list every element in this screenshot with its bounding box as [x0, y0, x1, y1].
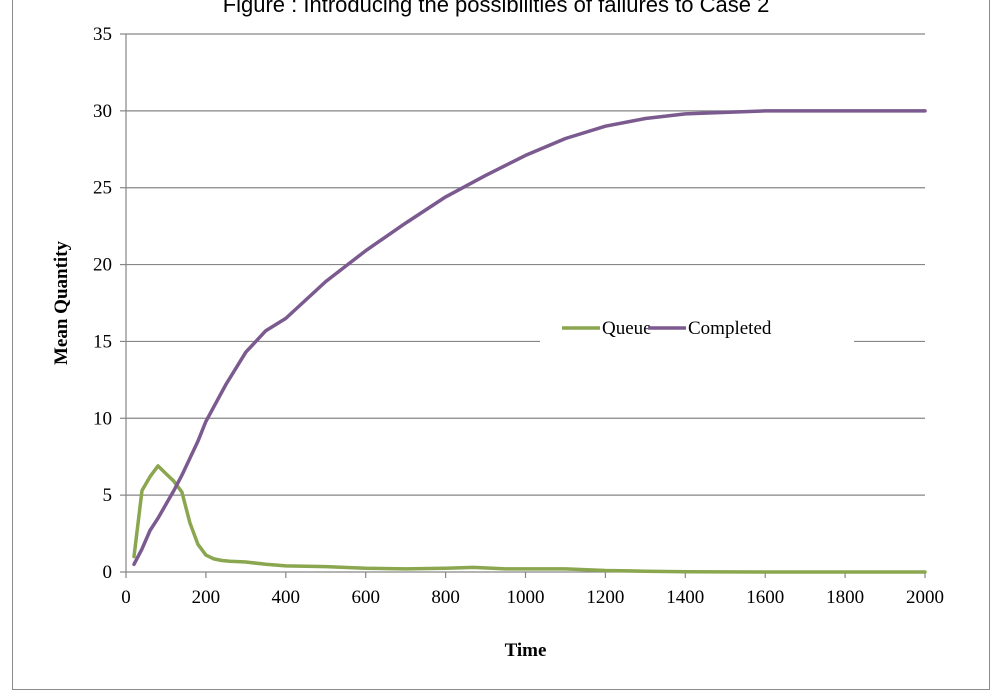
y-tick-label: 15 [93, 331, 112, 352]
y-axis-title: Mean Quantity [51, 240, 72, 365]
y-tick-label: 35 [93, 24, 112, 45]
series-line-queue [132, 464, 927, 574]
series-lines [132, 109, 927, 574]
x-tick-labels: 0 200 400 600 800 1000 1200 1400 1600 1800 2000 [121, 587, 944, 608]
x-tick-label: 1200 [586, 587, 624, 608]
y-tick-label: 10 [93, 408, 112, 429]
y-tick-label: 0 [103, 562, 113, 583]
x-tick-label: 1400 [666, 587, 704, 608]
series-line-completed [132, 109, 927, 567]
x-tick-label: 400 [272, 587, 301, 608]
y-tick-labels: 0 5 10 15 20 25 30 35 [93, 24, 112, 583]
x-tick-label: 1800 [826, 587, 864, 608]
x-tick-label: 2000 [906, 587, 944, 608]
y-tick-label: 30 [93, 101, 112, 122]
chart-title: Figure : Introducing the possibilities o… [222, 0, 770, 17]
x-tick-label: 600 [351, 587, 380, 608]
legend-label-completed: Completed [688, 318, 772, 339]
x-axis-title: Time [505, 640, 547, 661]
y-tick-label: 20 [93, 255, 112, 276]
x-tick-label: 1000 [507, 587, 545, 608]
x-tick-label: 200 [192, 587, 221, 608]
x-tick-label: 0 [121, 587, 131, 608]
x-tick-label: 1600 [746, 587, 784, 608]
x-tick-label: 800 [431, 587, 460, 608]
y-tick-label: 25 [93, 178, 112, 199]
y-tick-label: 5 [103, 485, 113, 506]
gridlines [126, 33, 925, 496]
legend: Queue Completed [540, 298, 854, 360]
legend-label-queue: Queue [602, 318, 652, 339]
